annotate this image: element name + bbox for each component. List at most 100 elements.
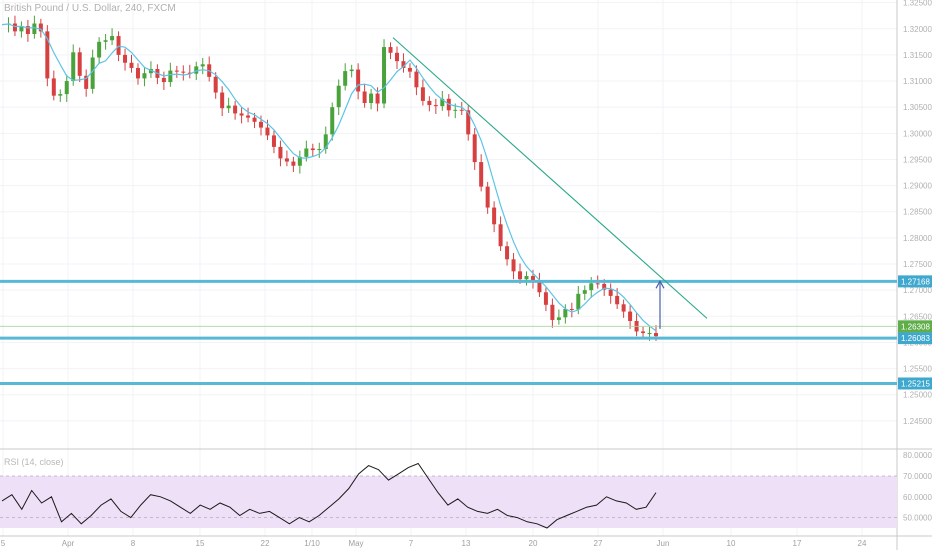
candle-body	[524, 276, 529, 280]
level-price-label: 1.26083	[901, 334, 930, 343]
candle-body	[239, 113, 244, 116]
y-tick-label: 1.28000	[903, 234, 932, 243]
candle-body	[388, 47, 393, 53]
x-tick-label: 17	[793, 539, 802, 548]
candle-body	[472, 134, 477, 163]
y-tick-label: 1.31000	[903, 77, 932, 86]
x-tick-label: Jun	[657, 539, 670, 548]
candle-body	[414, 71, 419, 88]
rsi-label: RSI (14, close)	[4, 457, 64, 467]
candle-body	[589, 283, 594, 291]
candle-body	[317, 149, 322, 151]
x-tick-label: 5	[1, 539, 6, 548]
candle-body	[194, 66, 199, 74]
candle-body	[51, 78, 56, 96]
candle-body	[330, 107, 335, 135]
candle-body	[64, 81, 69, 95]
y-tick-label: 1.30500	[903, 103, 932, 112]
candle-body	[226, 105, 231, 109]
candle-body	[537, 280, 542, 293]
candle-body	[45, 31, 50, 79]
candle-body	[401, 61, 406, 68]
candle-body	[576, 293, 581, 310]
candle-body	[110, 36, 115, 41]
candle-body	[304, 148, 309, 157]
y-tick-label: 1.24500	[903, 417, 932, 426]
rsi-tick-label: 70.0000	[903, 472, 932, 481]
candle-body	[440, 98, 445, 107]
candle-body	[135, 67, 140, 79]
candle-body	[38, 23, 43, 32]
candle-body	[459, 109, 464, 111]
candle-body	[518, 271, 523, 280]
candle-body	[505, 246, 510, 260]
candle-body	[129, 62, 134, 68]
candle-body	[453, 109, 458, 111]
candle-body	[213, 76, 218, 93]
x-tick-label: 27	[594, 539, 603, 548]
candle-body	[563, 308, 568, 318]
candle-body	[220, 92, 225, 109]
candle-body	[90, 57, 95, 89]
y-tick-label: 1.25500	[903, 365, 932, 374]
candle-body	[530, 276, 535, 281]
x-tick-label: 20	[529, 539, 538, 548]
candle-body	[84, 75, 89, 89]
y-tick-label: 1.32000	[903, 25, 932, 34]
x-tick-label: 1/10	[304, 539, 320, 548]
projection-arrow-head	[655, 280, 665, 289]
candle-body	[382, 47, 387, 104]
candle-body	[427, 100, 432, 106]
candle-body	[356, 69, 361, 92]
candle-body	[569, 308, 574, 310]
x-tick-label: 15	[196, 539, 205, 548]
candle-body	[485, 186, 490, 208]
candle-body	[77, 52, 82, 76]
y-tick-label: 1.26500	[903, 312, 932, 321]
candle-body	[602, 283, 607, 290]
level-price-tag	[898, 275, 932, 288]
candle-body	[265, 127, 270, 136]
candle-body	[310, 148, 315, 151]
candle-body	[181, 71, 186, 73]
candle-body	[200, 64, 205, 67]
candle-body	[12, 23, 17, 32]
candle-body	[252, 117, 257, 122]
candle-body	[550, 304, 555, 320]
candle-body	[168, 70, 173, 83]
candle-body	[641, 331, 646, 334]
rsi-tick-label: 80.0000	[903, 451, 932, 460]
y-tick-label: 1.29000	[903, 182, 932, 191]
candle-body	[142, 73, 147, 79]
current-price-label: 1.26308	[901, 322, 930, 331]
y-tick-label: 1.27000	[903, 286, 932, 295]
candle-body	[161, 77, 166, 83]
candle-body	[343, 71, 348, 86]
candle-body	[362, 91, 367, 103]
rsi-line	[1, 462, 657, 529]
candle-body	[291, 161, 296, 166]
candle-body	[492, 207, 497, 225]
candle-body	[479, 162, 484, 187]
x-tick-label: May	[348, 539, 363, 548]
candle-body	[466, 110, 471, 135]
candle-body	[615, 295, 620, 305]
candle-body	[284, 158, 289, 162]
level-price-tag	[898, 377, 932, 390]
candle-body	[19, 26, 24, 32]
y-tick-label: 1.30000	[903, 129, 932, 138]
candle-body	[394, 52, 399, 62]
candle-body	[582, 290, 587, 294]
candle-body	[375, 93, 380, 104]
rsi-band	[0, 475, 897, 528]
downtrend-line	[392, 37, 708, 319]
candle-body	[349, 69, 354, 72]
y-tick-label: 1.25000	[903, 391, 932, 400]
level-price-label: 1.25215	[901, 379, 930, 388]
x-tick-label: 24	[858, 539, 867, 548]
y-tick-label: 1.29500	[903, 155, 932, 164]
candle-body	[278, 146, 283, 159]
x-tick-label: Apr	[62, 539, 75, 548]
